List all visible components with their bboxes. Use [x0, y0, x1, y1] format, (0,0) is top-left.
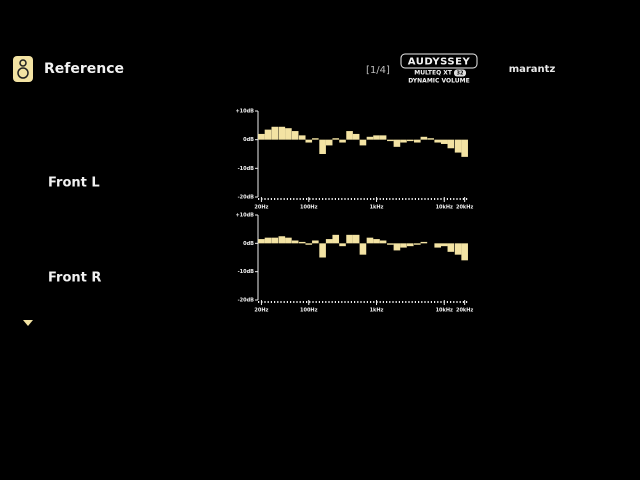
- bar: [285, 128, 292, 140]
- bar: [352, 133, 360, 140]
- x-tick-label: 1kHz: [370, 308, 384, 314]
- bar: [400, 139, 407, 143]
- bar: [325, 239, 333, 244]
- brand: marantz: [509, 64, 556, 75]
- y-tick-label: -10dB: [238, 166, 255, 172]
- bar: [420, 136, 428, 140]
- x-tick-label: 1kHz: [370, 205, 384, 211]
- bar: [414, 243, 421, 245]
- bar: [312, 138, 319, 140]
- bar: [454, 243, 462, 255]
- bar: [393, 243, 401, 251]
- bar: [461, 243, 468, 261]
- bar: [339, 243, 346, 247]
- bar: [440, 243, 448, 247]
- page-indicator: [1/4]: [366, 65, 390, 76]
- bar: [359, 243, 367, 255]
- screen-title: Reference: [44, 61, 124, 77]
- bar: [285, 237, 292, 244]
- x-tick-label: 10kHz: [436, 308, 453, 314]
- bar: [271, 237, 279, 244]
- bar: [366, 237, 374, 244]
- y-tick-label: 0dB: [243, 137, 254, 143]
- x-tick-label: 100Hz: [300, 308, 318, 314]
- bar: [414, 139, 421, 143]
- bar: [366, 136, 374, 140]
- y-tick-label: -10dB: [238, 269, 255, 275]
- bar: [359, 139, 367, 146]
- bar: [373, 239, 380, 244]
- bar: [406, 243, 414, 247]
- x-tick-label: 20kHz: [456, 308, 473, 314]
- bar: [298, 135, 306, 140]
- y-tick-label: -20dB: [238, 298, 255, 304]
- speaker-icon: [13, 56, 33, 82]
- logo-badge-text: 32: [457, 71, 464, 77]
- bar: [434, 139, 442, 143]
- logo-text: MULTEQ XT: [414, 70, 453, 77]
- bar: [278, 236, 286, 244]
- channel-label: Front L: [48, 176, 100, 191]
- bar: [319, 139, 326, 154]
- bar: [387, 243, 394, 245]
- logo-badge: [454, 69, 466, 77]
- bar: [291, 131, 299, 140]
- bar: [305, 243, 313, 245]
- logo-text: AUDYSSEY: [408, 57, 471, 68]
- scroll-down[interactable]: [23, 320, 33, 326]
- bar: [447, 139, 455, 149]
- bar: [379, 135, 387, 140]
- logo-frame: [400, 53, 478, 69]
- bar: [258, 239, 265, 244]
- bar: [420, 241, 428, 244]
- bar: [319, 243, 326, 258]
- bar: [271, 126, 279, 140]
- bar: [312, 240, 319, 244]
- bar: [325, 139, 333, 146]
- bar: [298, 241, 306, 244]
- bar: [440, 139, 448, 144]
- bar: [264, 129, 272, 140]
- x-tick-label: 100Hz: [300, 205, 318, 211]
- x-tick-label: 20Hz: [254, 308, 268, 314]
- bar: [346, 131, 353, 140]
- bar: [447, 243, 455, 252]
- bar: [258, 133, 265, 140]
- x-tick-label: 20Hz: [254, 205, 268, 211]
- logo-text: DYNAMIC VOLUME: [408, 78, 469, 85]
- bar: [339, 139, 346, 143]
- bar: [332, 234, 340, 244]
- channel-label: Front R: [48, 271, 101, 286]
- bar: [427, 138, 434, 140]
- bar: [393, 139, 401, 147]
- bar: [454, 139, 462, 153]
- bar: [264, 237, 272, 244]
- y-tick-label: 0dB: [243, 241, 254, 247]
- bar: [305, 139, 313, 143]
- bar: [291, 240, 299, 244]
- bar: [346, 234, 353, 244]
- bar: [461, 139, 468, 157]
- bar: [434, 243, 442, 248]
- y-tick-label: +10dB: [235, 109, 254, 115]
- x-tick-label: 10kHz: [436, 205, 453, 211]
- bar: [352, 234, 360, 244]
- bar: [373, 135, 380, 140]
- bar: [278, 126, 286, 140]
- bar: [332, 138, 340, 140]
- y-tick-label: -20dB: [238, 195, 255, 201]
- bar: [387, 139, 394, 142]
- y-tick-label: +10dB: [235, 213, 254, 219]
- x-tick-label: 20kHz: [456, 205, 473, 211]
- bar: [400, 243, 407, 248]
- bar: [406, 139, 414, 142]
- bar: [379, 240, 387, 244]
